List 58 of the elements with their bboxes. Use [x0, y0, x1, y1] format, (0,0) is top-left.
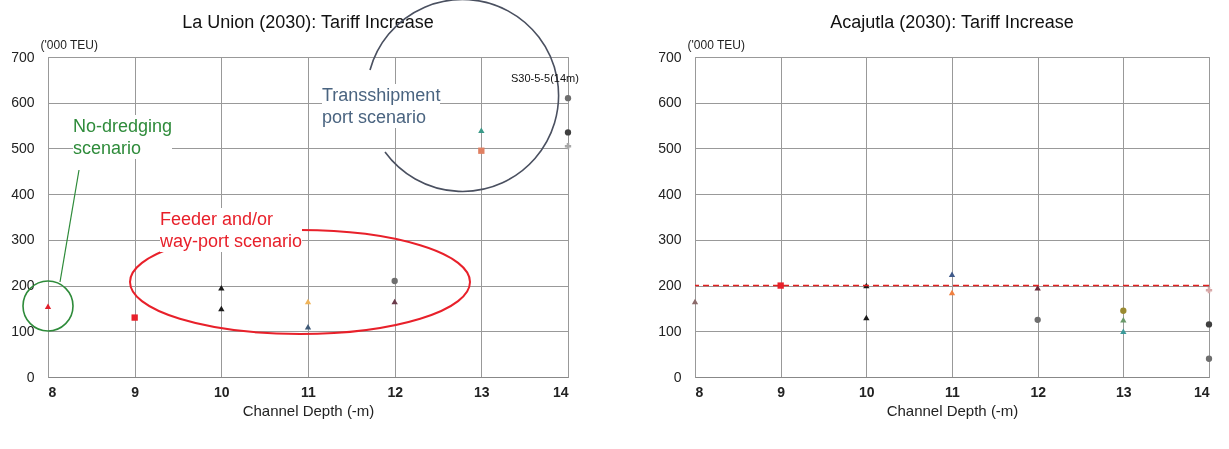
y-tick-label: 600: [11, 94, 35, 111]
y-tick-label: 600: [658, 94, 682, 111]
x-tick-label: 11: [945, 383, 961, 400]
point: [564, 129, 572, 136]
annotation: Transshipment port scenario: [322, 84, 441, 128]
x-tick-label: 8: [48, 383, 57, 400]
x-tick-label: 14: [552, 383, 569, 400]
point: [564, 94, 572, 102]
y-tick-label: 400: [658, 185, 682, 202]
x-tick-label: 12: [387, 383, 404, 400]
point: [304, 298, 312, 305]
y-tick-label: 200: [11, 277, 35, 294]
x-tick-label: 12: [1030, 383, 1047, 400]
annotation: Feeder and/or way-port scenario: [160, 208, 303, 252]
y-tick-label: 100: [11, 322, 35, 339]
point: [691, 298, 699, 305]
x-tick-label: 9: [777, 383, 786, 400]
chart-title: Acajutla (2030): Tariff Increase: [830, 12, 1074, 32]
point: [948, 289, 956, 296]
x-axis-title: Channel Depth (-m): [242, 401, 375, 419]
y-tick-label: 400: [11, 185, 35, 202]
y-tick-label: 700: [658, 48, 682, 65]
point: [131, 314, 138, 321]
x-tick-label: 11: [301, 383, 317, 400]
point: [1120, 307, 1127, 314]
x-tick-label: 13: [474, 383, 490, 400]
x-tick-label: 10: [859, 383, 875, 400]
point: [777, 282, 784, 289]
x-tick-label: 14: [1193, 383, 1210, 400]
y-tick-label: 500: [11, 139, 35, 156]
annotation: No-dredging scenario: [73, 115, 173, 159]
point: [391, 277, 398, 285]
y-tick-label: 300: [658, 231, 682, 248]
point: [1034, 316, 1041, 324]
x-axis-title: Channel Depth (-m): [886, 401, 1019, 419]
point: [1205, 321, 1213, 328]
point: [218, 305, 225, 312]
point: [478, 147, 485, 154]
y-tick-label: 700: [11, 48, 35, 65]
x-tick-label: 9: [131, 383, 140, 400]
x-tick-label: 10: [214, 383, 230, 400]
y-tick-label: 300: [11, 231, 35, 248]
y-tick-label: 100: [658, 322, 682, 339]
point: [1034, 285, 1041, 291]
y-tick-label: 500: [658, 139, 682, 156]
y-tick-label: 0: [673, 368, 682, 385]
point: [1120, 328, 1127, 335]
y-tick-label: 200: [658, 277, 682, 294]
x-tick-label: 8: [695, 383, 704, 400]
y-tick-label: 0: [26, 368, 35, 385]
point: [948, 271, 956, 277]
point: [1120, 317, 1127, 323]
y-axis-title: ('000 TEU): [687, 37, 745, 52]
y-axis-title: ('000 TEU): [40, 37, 98, 52]
x-tick-label: 13: [1116, 383, 1132, 400]
point: [218, 285, 225, 291]
point: [478, 127, 485, 133]
point: [1205, 355, 1213, 362]
